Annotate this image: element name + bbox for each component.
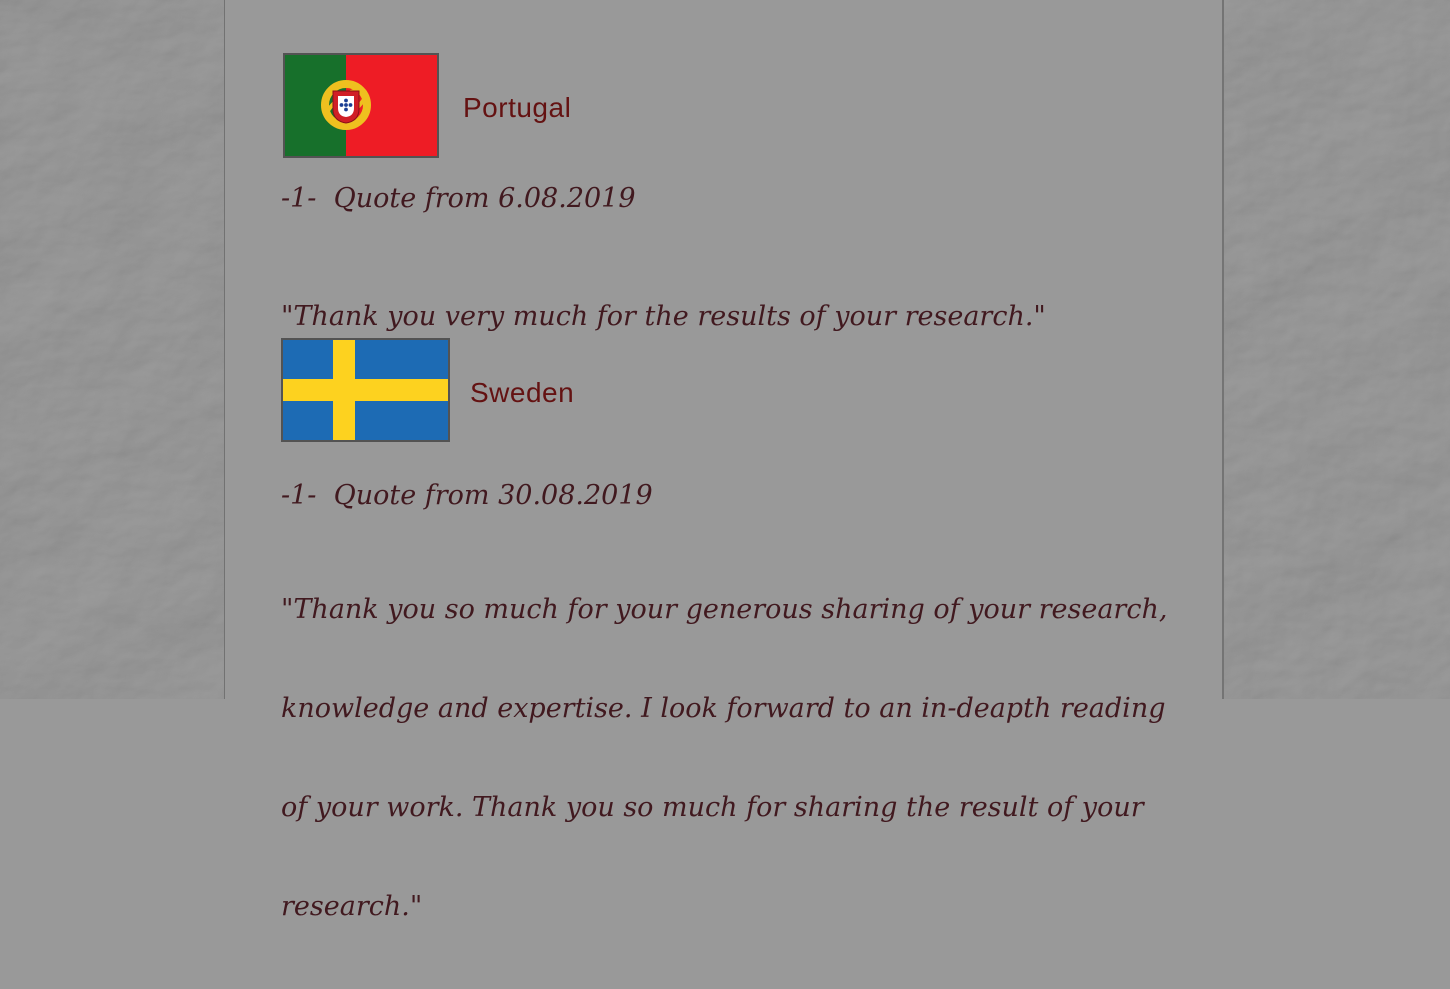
quote-heading-portugal: -1- Quote from 6.08.2019: [281, 183, 636, 214]
country-label-portugal: Portugal: [463, 92, 572, 123]
right-emboss-texture: [1224, 0, 1450, 699]
portugal-flag-icon: [283, 53, 439, 158]
right-texture-panel: [1222, 0, 1450, 699]
quote-sweden: "Thank you so much for your generous sha…: [281, 527, 1167, 989]
sweden-flag-icon: [281, 338, 450, 442]
left-texture-panel: [0, 0, 225, 699]
quote-line: of your work. Thank you so much for shar…: [281, 792, 1144, 823]
quote-heading-sweden: -1- Quote from 30.08.2019: [281, 480, 653, 511]
quote-line: "Thank you very much for the results of …: [281, 301, 1046, 332]
left-emboss-texture: [0, 0, 224, 699]
quote-line: research.": [281, 891, 423, 922]
quote-portugal: "Thank you very much for the results of …: [281, 234, 1046, 399]
quote-line: "Thank you so much for your generous sha…: [281, 594, 1168, 625]
quote-line: knowledge and expertise. I look forward …: [281, 693, 1166, 724]
testimonials-content: Portugal -1- Quote from 6.08.2019 "Thank…: [224, 0, 1222, 922]
country-label-sweden: Sweden: [470, 377, 575, 408]
